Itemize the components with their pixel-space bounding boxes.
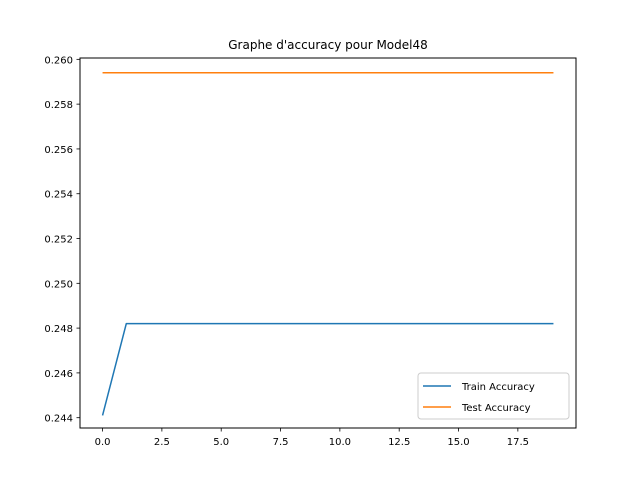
y-tick-label: 0.256 — [44, 145, 73, 156]
legend-box — [417, 372, 570, 420]
x-tick-label: 5.0 — [213, 437, 229, 448]
x-tick-label: 10.0 — [329, 437, 351, 448]
plot-area — [80, 58, 576, 428]
y-tick-label: 0.248 — [44, 324, 73, 335]
y-tick-label: 0.260 — [44, 55, 73, 66]
legend-label-train-accuracy: Train Accuracy — [461, 382, 535, 393]
series-line-train-accuracy — [101, 322, 554, 416]
y-tick-label: 0.258 — [44, 100, 73, 111]
x-tick-label: 15.0 — [447, 437, 469, 448]
plot-frame — [79, 57, 577, 429]
series-lines — [101, 72, 554, 416]
x-tick-label: 2.5 — [154, 437, 170, 448]
x-tick-label: 7.5 — [273, 437, 289, 448]
y-tick-label: 0.244 — [44, 414, 73, 425]
x-tick-label: 0.0 — [95, 437, 111, 448]
x-axis: 0.0 2.5 5.0 7.5 10.0 12.5 15.0 17.5 — [95, 428, 529, 448]
y-tick-label: 0.254 — [44, 190, 73, 201]
y-axis: 0.244 0.246 0.248 0.250 0.252 0.254 0.256 0.258… — [44, 55, 80, 425]
y-tick-label: 0.252 — [44, 235, 73, 246]
y-tick-label: 0.246 — [44, 369, 73, 380]
x-tick-label: 17.5 — [507, 437, 529, 448]
x-tick-label: 12.5 — [388, 437, 410, 448]
y-tick-label: 0.250 — [44, 279, 73, 290]
legend: Train Accuracy Test Accuracy — [417, 372, 570, 420]
legend-label-test-accuracy: Test Accuracy — [461, 403, 531, 414]
chart-title: Graphe d'accuracy pour Model48 — [228, 38, 428, 52]
